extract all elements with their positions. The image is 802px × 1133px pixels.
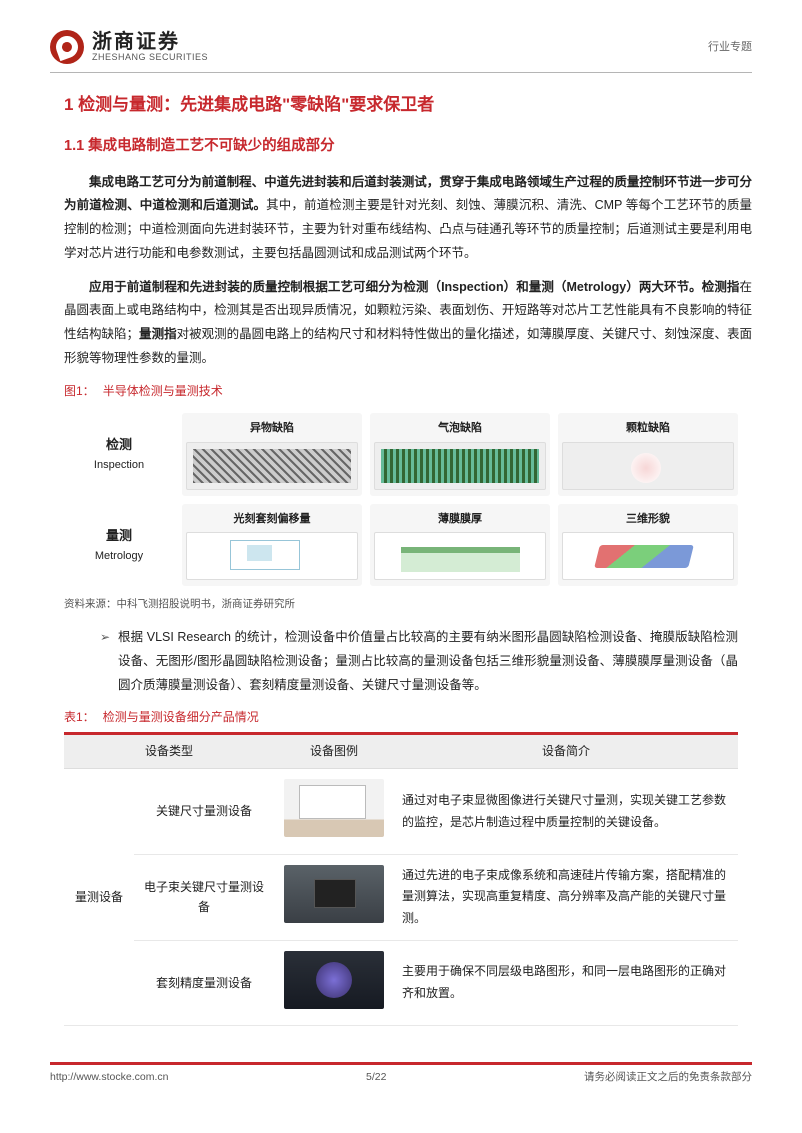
table1: 设备类型 设备图例 设备简介 量测设备 关键尺寸量测设备 通过对电子束显微图像进… <box>64 734 738 1026</box>
figure1: 检测 Inspection 异物缺陷 气泡缺陷 颗粒缺陷 量测 Metrolog… <box>64 409 738 590</box>
fig-cell-4-title: 光刻套刻偏移量 <box>234 510 311 529</box>
fig-cell-3-image <box>562 442 734 490</box>
footer-disclaimer: 请务必阅读正文之后的免责条款部分 <box>584 1069 752 1087</box>
fig-cell-2-image <box>374 442 546 490</box>
table-row: 量测设备 关键尺寸量测设备 通过对电子束显微图像进行关键尺寸量测，实现关键工艺参… <box>64 769 738 854</box>
td-name-0: 关键尺寸量测设备 <box>134 769 274 854</box>
figure1-source: 资料来源：中科飞测招股说明书，浙商证券研究所 <box>64 596 752 614</box>
paragraph-2: 应用于前道制程和先进封装的质量控制根据工艺可细分为检测（Inspection）和… <box>64 276 752 371</box>
td-img-2 <box>274 940 394 1025</box>
page-footer: http://www.stocke.com.cn 5/22 请务必阅读正文之后的… <box>50 1056 752 1087</box>
figure1-caption: 图1： 半导体检测与量测技术 <box>64 381 752 401</box>
fig-cell-1-title: 异物缺陷 <box>250 419 294 438</box>
fig-cell-6-title: 三维形貌 <box>626 510 670 529</box>
fig-cell-1-image <box>186 442 358 490</box>
table-header-row: 设备类型 设备图例 设备简介 <box>64 734 738 769</box>
table-row: 套刻精度量测设备 主要用于确保不同层级电路图形，和同一层电路图形的正确对齐和放置… <box>64 940 738 1025</box>
th-type: 设备类型 <box>64 734 274 769</box>
fig-cell-2: 气泡缺陷 <box>370 413 550 496</box>
fig-row2-en: Metrology <box>95 547 143 566</box>
fig-row1-label: 检测 Inspection <box>64 413 174 496</box>
page-header: 浙商证券 ZHESHANG SECURITIES 行业专题 <box>50 30 752 64</box>
doc-type-label: 行业专题 <box>708 38 752 57</box>
figure1-title: 半导体检测与量测技术 <box>103 384 223 398</box>
footer-page: 5/22 <box>366 1069 386 1087</box>
table1-caption: 表1： 检测与量测设备细分产品情况 <box>64 707 752 727</box>
equipment-image-1 <box>284 865 384 923</box>
fig-cell-4: 光刻套刻偏移量 <box>182 504 362 587</box>
td-desc-2: 主要用于确保不同层级电路图形，和同一层电路图形的正确对齐和放置。 <box>394 940 738 1025</box>
td-desc-0: 通过对电子束显微图像进行关键尺寸量测，实现关键工艺参数的监控，是芯片制造过程中质… <box>394 769 738 854</box>
fig-row1-cn: 检测 <box>106 434 132 456</box>
bullet-vlsi: 根据 VLSI Research 的统计，检测设备中价值量占比较高的主要有纳米图… <box>100 626 738 697</box>
th-img: 设备图例 <box>274 734 394 769</box>
equipment-image-0 <box>284 779 384 837</box>
section-heading-1-1: 1.1 集成电路制造工艺不可缺少的组成部分 <box>64 134 752 159</box>
fig-cell-1: 异物缺陷 <box>182 413 362 496</box>
fig-cell-6-image <box>562 532 734 580</box>
td-img-1 <box>274 854 394 940</box>
td-desc-1: 通过先进的电子束成像系统和高速硅片传输方案，搭配精准的量测算法，实现高重复精度、… <box>394 854 738 940</box>
para2-bold1: 应用于前道制程和先进封装的质量控制根据工艺可细分为检测（Inspection）和… <box>89 280 739 294</box>
footer-rule <box>50 1062 752 1065</box>
fig-row1-en: Inspection <box>94 456 144 475</box>
fig-cell-5: 薄膜膜厚 <box>370 504 550 587</box>
fig-row2-label: 量测 Metrology <box>64 504 174 587</box>
equipment-image-2 <box>284 951 384 1009</box>
fig-cell-3-title: 颗粒缺陷 <box>626 419 670 438</box>
fig-cell-5-title: 薄膜膜厚 <box>438 510 482 529</box>
footer-url: http://www.stocke.com.cn <box>50 1069 168 1087</box>
para2-bold2: 量测指 <box>139 327 177 341</box>
fig-cell-5-image <box>374 532 546 580</box>
table-row: 电子束关键尺寸量测设备 通过先进的电子束成像系统和高速硅片传输方案，搭配精准的量… <box>64 854 738 940</box>
company-name-en: ZHESHANG SECURITIES <box>92 53 208 63</box>
company-name-cn: 浙商证券 <box>92 31 208 53</box>
logo-icon <box>50 30 84 64</box>
fig-cell-6: 三维形貌 <box>558 504 738 587</box>
td-name-2: 套刻精度量测设备 <box>134 940 274 1025</box>
fig-cell-2-title: 气泡缺陷 <box>438 419 482 438</box>
logo-block: 浙商证券 ZHESHANG SECURITIES <box>50 30 208 64</box>
th-desc: 设备简介 <box>394 734 738 769</box>
td-type-label: 量测设备 <box>64 769 134 1026</box>
fig-row2-cn: 量测 <box>106 525 132 547</box>
figure1-prefix: 图1： <box>64 384 95 398</box>
fig-cell-4-image <box>186 532 358 580</box>
td-name-1: 电子束关键尺寸量测设备 <box>134 854 274 940</box>
header-divider <box>50 72 752 73</box>
fig-cell-3: 颗粒缺陷 <box>558 413 738 496</box>
td-img-0 <box>274 769 394 854</box>
section-heading-1: 1 检测与量测：先进集成电路"零缺陷"要求保卫者 <box>64 91 752 120</box>
table1-title: 检测与量测设备细分产品情况 <box>103 710 259 724</box>
table1-prefix: 表1： <box>64 710 95 724</box>
paragraph-1: 集成电路工艺可分为前道制程、中道先进封装和后道封装测试，贯穿于集成电路领域生产过… <box>64 171 752 266</box>
